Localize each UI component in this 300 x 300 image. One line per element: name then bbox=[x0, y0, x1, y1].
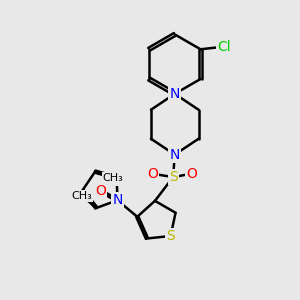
Text: N: N bbox=[112, 193, 123, 207]
Text: N: N bbox=[169, 87, 180, 101]
Text: Cl: Cl bbox=[218, 40, 231, 54]
Text: O: O bbox=[147, 167, 158, 181]
Text: N: N bbox=[169, 148, 180, 162]
Text: O: O bbox=[95, 184, 106, 198]
Text: S: S bbox=[169, 170, 178, 184]
Text: S: S bbox=[166, 229, 175, 243]
Text: N: N bbox=[112, 171, 122, 185]
Text: CH₃: CH₃ bbox=[71, 190, 92, 201]
Text: CH₃: CH₃ bbox=[103, 173, 124, 183]
Text: O: O bbox=[186, 167, 197, 181]
